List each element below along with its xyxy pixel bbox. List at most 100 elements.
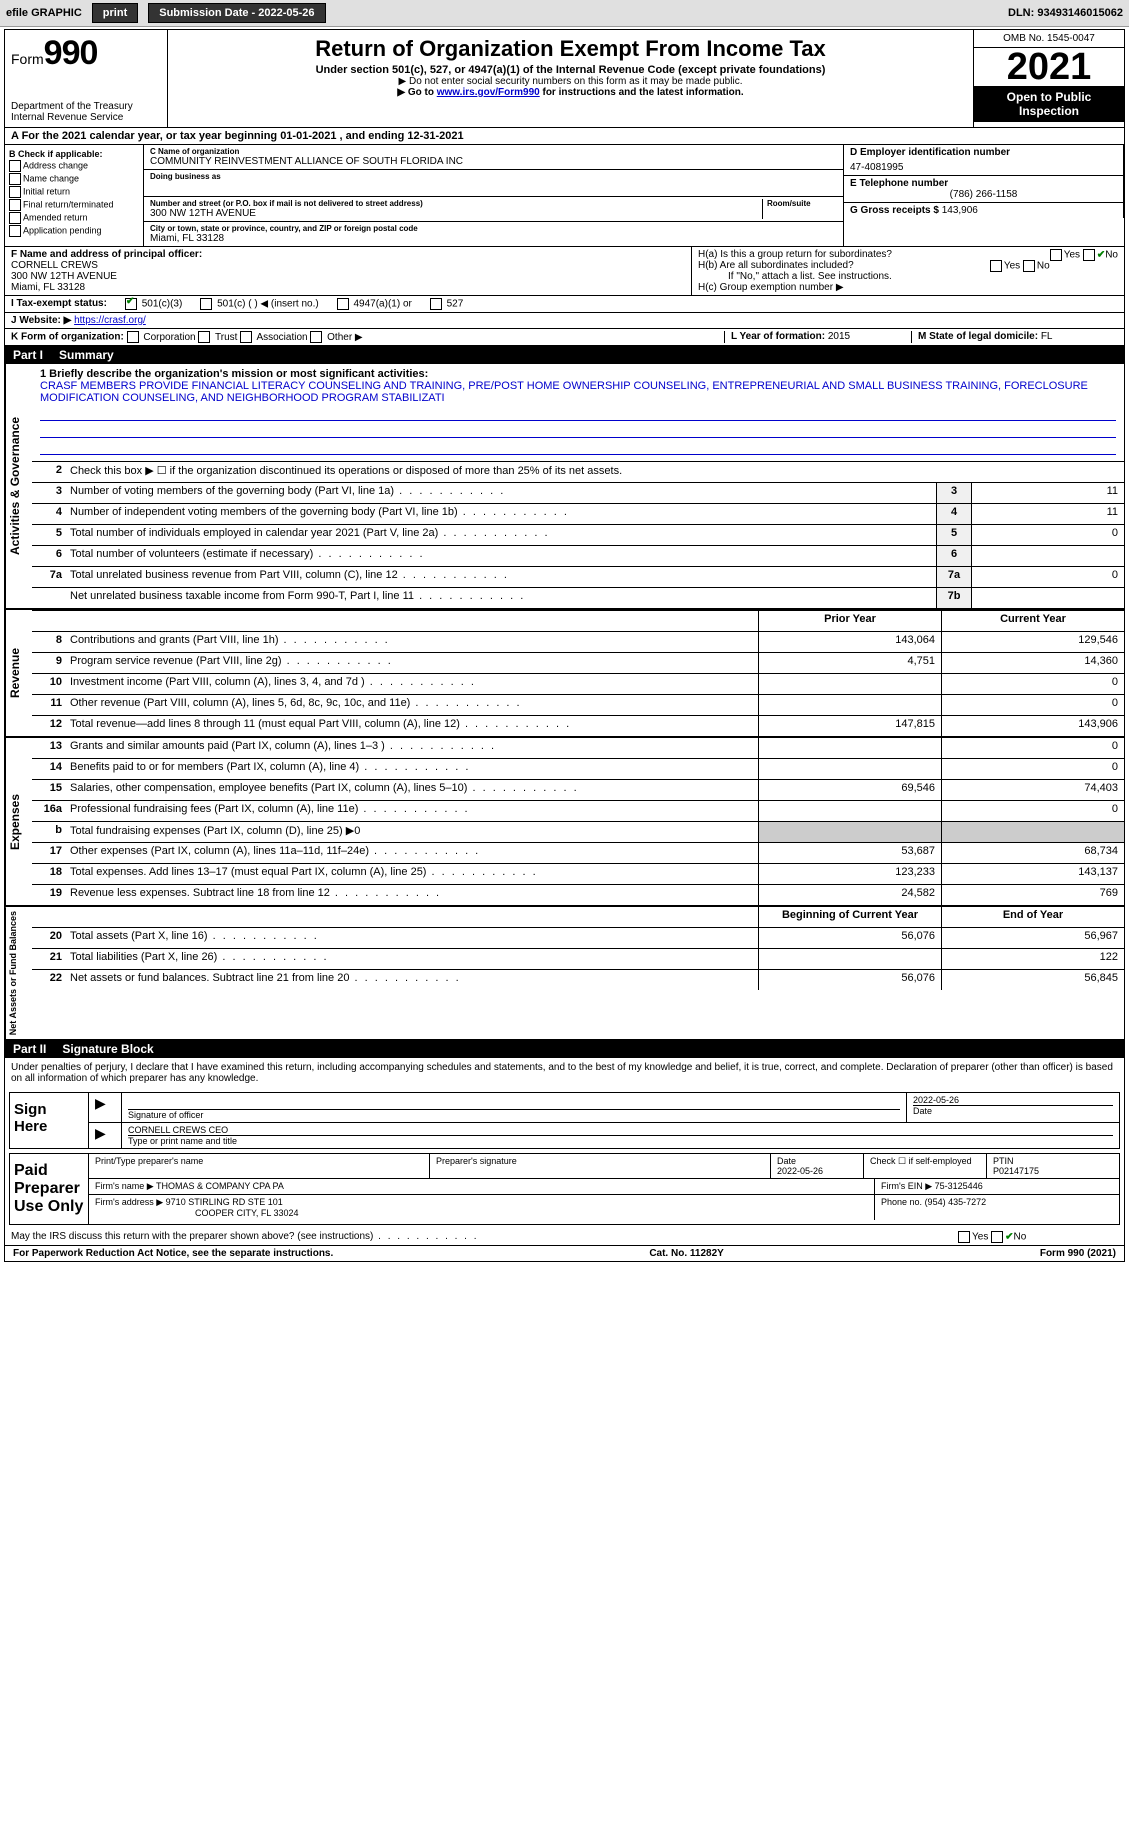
submission-date-button[interactable]: Submission Date - 2022-05-26 [148,3,325,23]
ha-row: H(a) Is this a group return for subordin… [698,249,1118,260]
chk-pending[interactable]: Application pending [9,225,139,237]
chk-address[interactable]: Address change [9,160,139,172]
vert-net: Net Assets or Fund Balances [5,907,32,1039]
line-2: Check this box ▶ ☐ if the organization d… [66,462,1124,482]
expense-line: 18Total expenses. Add lines 13–17 (must … [32,864,1124,885]
chk-name[interactable]: Name change [9,173,139,185]
summary-line: 7aTotal unrelated business revenue from … [32,567,1124,588]
dept-label: Department of the Treasury [11,101,161,112]
officer-city: Miami, FL 33128 [11,282,685,293]
f-label: F Name and address of principal officer: [11,249,685,260]
chk-amended[interactable]: Amended return [9,212,139,224]
k-other[interactable]: Other ▶ [310,332,362,343]
firm-ein-label: Firm's EIN ▶ [881,1181,932,1191]
k-label: K Form of organization: [11,332,124,343]
expense-line: 13Grants and similar amounts paid (Part … [32,738,1124,759]
col-prior: Prior Year [758,611,941,631]
revenue-line: 9Program service revenue (Part VIII, lin… [32,653,1124,674]
mission-label: 1 Briefly describe the organization's mi… [40,368,1116,380]
firm-name: THOMAS & COMPANY CPA PA [156,1181,284,1191]
note-ssn: ▶ Do not enter social security numbers o… [172,76,969,87]
i-4947[interactable]: 4947(a)(1) or [337,298,412,310]
prep-date: 2022-05-26 [777,1166,823,1176]
chk-final[interactable]: Final return/terminated [9,199,139,211]
expense-line: 15Salaries, other compensation, employee… [32,780,1124,801]
prep-sig-label: Preparer's signature [436,1156,517,1166]
part-i-header: Part I Summary [5,346,1124,364]
phone-label: Phone no. [881,1197,922,1207]
form-word: Form [11,51,44,67]
form-title: Return of Organization Exempt From Incom… [172,36,969,62]
print-button[interactable]: print [92,3,138,23]
part-i-label: Part I [13,348,43,362]
firm-ein: 75-3125446 [935,1181,983,1191]
form-num: 990 [44,34,98,72]
revenue-line: 11Other revenue (Part VIII, column (A), … [32,695,1124,716]
expense-line: 14Benefits paid to or for members (Part … [32,759,1124,780]
note-link: ▶ Go to www.irs.gov/Form990 for instruct… [172,87,969,98]
summary-line: 4Number of independent voting members of… [32,504,1124,525]
row-klm: K Form of organization: Corporation Trus… [5,329,1124,346]
col-b-checkboxes: B Check if applicable: Address change Na… [5,145,144,246]
dba-label: Doing business as [150,172,837,181]
g-label: G Gross receipts $ [850,205,939,216]
ha-answer: No [1105,250,1118,261]
net-assets-block: Net Assets or Fund Balances Beginning of… [5,907,1124,1040]
i-527[interactable]: 527 [430,298,463,310]
revenue-line: 8Contributions and grants (Part VIII, li… [32,632,1124,653]
revenue-block: Revenue Prior Year Current Year 8Contrib… [5,610,1124,738]
k-trust[interactable]: Trust [198,332,237,343]
d-label: D Employer identification number [850,147,1117,158]
org-name: COMMUNITY REINVESTMENT ALLIANCE OF SOUTH… [150,156,837,167]
summary-line: 3Number of voting members of the governi… [32,483,1124,504]
part-i-title: Summary [59,348,114,362]
i-501c3[interactable]: ✔ 501(c)(3) [125,298,182,310]
hb-note: If "No," attach a list. See instructions… [698,271,1118,282]
k-corp[interactable]: Corporation [127,332,196,343]
note-link-post: for instructions and the latest informat… [540,87,744,98]
vert-ag: Activities & Governance [5,364,32,608]
arrow-icon: ▶ [95,1125,106,1141]
part-ii-label: Part II [13,1042,46,1056]
col-end: End of Year [941,907,1124,927]
expense-line: 19Revenue less expenses. Subtract line 1… [32,885,1124,905]
footer-right: Form 990 (2021) [1040,1248,1116,1259]
city-label: City or town, state or province, country… [150,224,837,233]
hb-label: H(b) Are all subordinates included? [698,260,854,271]
section-b-to-g: B Check if applicable: Address change Na… [5,145,1124,247]
irs-label: Internal Revenue Service [11,112,161,123]
chk-initial[interactable]: Initial return [9,186,139,198]
vert-exp: Expenses [5,738,32,905]
firm-addr-label: Firm's address ▶ [95,1197,163,1207]
telephone: (786) 266-1158 [850,189,1117,200]
expense-line: 17Other expenses (Part IX, column (A), l… [32,843,1124,864]
website-link[interactable]: https://crasf.org/ [74,315,146,326]
col-current: Current Year [941,611,1124,631]
col-begin: Beginning of Current Year [758,907,941,927]
efile-label: efile GRAPHIC [6,7,82,19]
summary-line: Net unrelated business taxable income fr… [32,588,1124,608]
vert-rev: Revenue [5,610,32,736]
check-self-employed[interactable]: Check ☐ if self-employed [870,1156,972,1166]
prep-name-label: Print/Type preparer's name [95,1156,203,1166]
firm-addr2: COOPER CITY, FL 33024 [95,1208,299,1218]
summary-line: 5Total number of individuals employed in… [32,525,1124,546]
row-a-period: A For the 2021 calendar year, or tax yea… [5,128,1124,145]
mission-text: CRASF MEMBERS PROVIDE FINANCIAL LITERACY… [40,380,1116,404]
tax-year: 2021 [974,48,1124,86]
k-assoc[interactable]: Association [240,332,307,343]
room-label: Room/suite [767,199,837,208]
arrow-icon: ▶ [95,1095,106,1111]
gross-receipts: 143,906 [942,205,978,216]
i-501c[interactable]: 501(c) ( ) ◀ (insert no.) [200,298,318,310]
firm-addr1: 9710 STIRLING RD STE 101 [166,1197,283,1207]
open-inspection: Open to Public Inspection [974,86,1124,122]
j-label: J Website: ▶ [11,315,71,326]
ha-label: H(a) Is this a group return for subordin… [698,249,892,260]
discuss-row: May the IRS discuss this return with the… [5,1229,1124,1246]
net-assets-line: 20Total assets (Part X, line 16)56,07656… [32,928,1124,949]
topbar: efile GRAPHIC print Submission Date - 20… [0,0,1129,27]
irs-link[interactable]: www.irs.gov/Form990 [437,87,540,98]
expense-line: 16aProfessional fundraising fees (Part I… [32,801,1124,822]
penalty-text: Under penalties of perjury, I declare th… [5,1058,1124,1088]
